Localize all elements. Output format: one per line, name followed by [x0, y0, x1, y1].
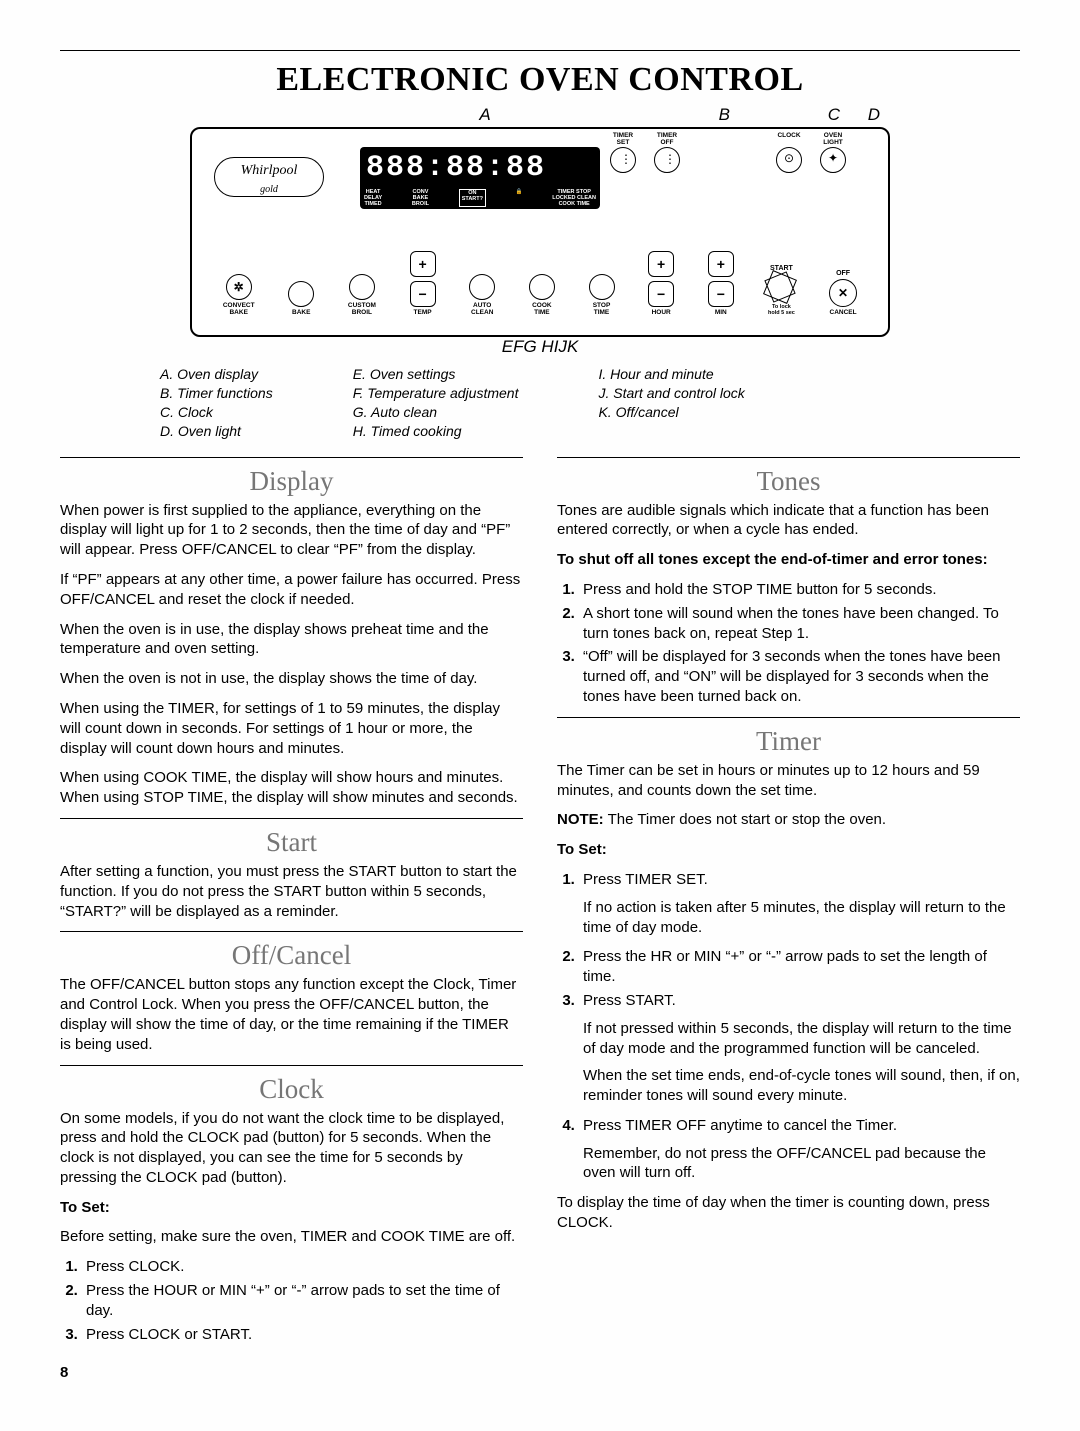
oven-light-button[interactable]: ✦ — [820, 147, 846, 173]
min-minus-button[interactable]: − — [708, 281, 734, 307]
left-column: Display When power is first supplied to … — [60, 447, 523, 1349]
legend-col-2: E. Oven settingsF. Temperature adjustmen… — [353, 365, 519, 441]
hour-plus-button[interactable]: + — [648, 251, 674, 277]
top-rule — [60, 50, 1020, 51]
legend-col-3: I. Hour and minuteJ. Start and control l… — [598, 365, 744, 441]
display-heading: Display — [60, 466, 523, 497]
clock-heading: Clock — [60, 1074, 523, 1105]
cook-time-button[interactable] — [529, 274, 555, 300]
fan-icon: ✲ — [226, 274, 252, 300]
oven-display: 888:88:88 HEATDELAYTIMED CONVBAKEBROIL O… — [360, 147, 600, 209]
start-heading: Start — [60, 827, 523, 858]
timer-off-button[interactable]: ⋮ — [654, 147, 680, 173]
diagram-bottom-letters: EFG HIJK — [190, 337, 890, 357]
stop-time-button[interactable] — [589, 274, 615, 300]
custom-broil-button[interactable] — [349, 274, 375, 300]
clock-button[interactable]: ⊙ — [776, 147, 802, 173]
diagram-top-letters: A B C D — [60, 105, 1020, 125]
timer-set-button[interactable]: ⋮ — [610, 147, 636, 173]
clock-steps: Press CLOCK. Press the HOUR or MIN “+” o… — [60, 1257, 523, 1344]
auto-clean-button[interactable] — [469, 274, 495, 300]
cancel-button[interactable]: ✕ — [829, 279, 857, 307]
brand-logo: Whirlpool gold — [214, 157, 324, 197]
oven-control-panel: Whirlpool gold 888:88:88 HEATDELAYTIMED … — [190, 127, 890, 337]
lower-controls: ✲CONVECTBAKE BAKE CUSTOMBROIL +−TEMP AUT… — [192, 251, 888, 317]
control-panel-diagram: A B C D Whirlpool gold 888:88:88 HEATDEL… — [60, 105, 1020, 357]
start-button[interactable] — [763, 270, 797, 304]
right-column: Tones Tones are audible signals which in… — [557, 447, 1020, 1349]
temp-minus-button[interactable]: − — [410, 281, 436, 307]
min-plus-button[interactable]: + — [708, 251, 734, 277]
page-title: ELECTRONIC OVEN CONTROL — [60, 61, 1020, 99]
diagram-legend: A. Oven displayB. Timer functions C. Clo… — [160, 365, 1020, 441]
page-number: 8 — [60, 1364, 1020, 1381]
tones-steps: Press and hold the STOP TIME button for … — [557, 580, 1020, 707]
lcd-digits: 888:88:88 — [366, 151, 546, 185]
off-cancel-heading: Off/Cancel — [60, 940, 523, 971]
tones-heading: Tones — [557, 466, 1020, 497]
temp-plus-button[interactable]: + — [410, 251, 436, 277]
legend-col-1: A. Oven displayB. Timer functions C. Clo… — [160, 365, 273, 441]
lcd-indicators: HEATDELAYTIMED CONVBAKEBROIL ONSTART? 🔒 … — [364, 189, 596, 207]
hour-minus-button[interactable]: − — [648, 281, 674, 307]
timer-heading: Timer — [557, 726, 1020, 757]
bake-button[interactable] — [288, 281, 314, 307]
timer-clock-buttons: TIMERSET⋮ TIMEROFF⋮ CLOCK⊙ OVENLIGHT✦ — [610, 147, 846, 173]
timer-steps: Press TIMER SET. If no action is taken a… — [557, 870, 1020, 1183]
